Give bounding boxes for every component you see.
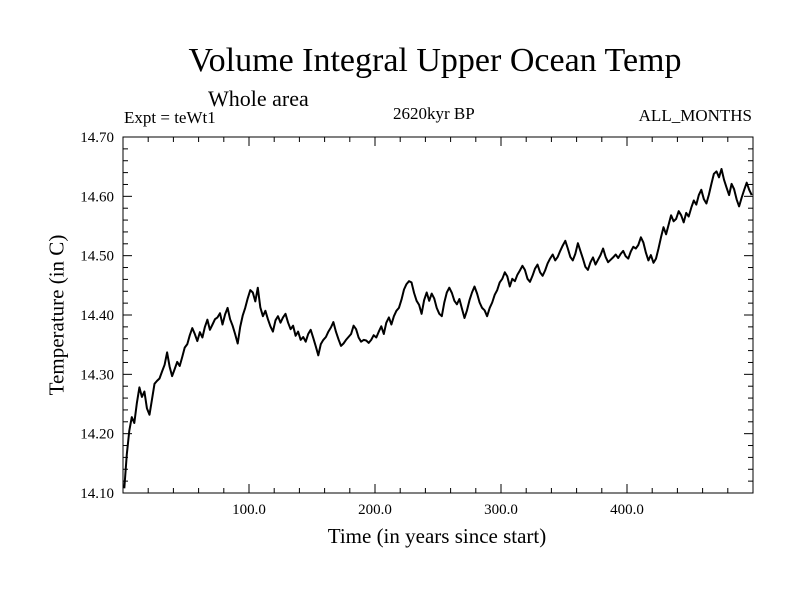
experiment-label: Expt = teWt1 bbox=[124, 108, 216, 127]
series-line bbox=[123, 168, 753, 489]
x-tick-label: 300.0 bbox=[484, 502, 518, 518]
chart-subtitle: Whole area bbox=[208, 86, 309, 111]
axis-ticks: 14.10 14.20 14.30 14.40 14.50 14.60 14.70 100.0… bbox=[80, 130, 753, 518]
y-tick-label: 14.70 bbox=[80, 130, 114, 146]
series-group bbox=[123, 168, 753, 489]
x-axis-label: Time (in years since start) bbox=[327, 524, 547, 548]
x-tick-label: 100.0 bbox=[232, 502, 266, 518]
y-tick-label: 14.20 bbox=[80, 427, 114, 443]
months-label: ALL_MONTHS bbox=[638, 106, 752, 125]
y-tick-label: 14.50 bbox=[80, 249, 114, 265]
y-tick-label: 14.60 bbox=[80, 189, 114, 205]
chart-title: Volume Integral Upper Ocean Temp bbox=[188, 42, 682, 79]
period-label: 2620kyr BP bbox=[393, 104, 475, 123]
y-tick-label: 14.40 bbox=[80, 308, 114, 324]
x-tick-label: 200.0 bbox=[358, 502, 392, 518]
plot-frame bbox=[122, 136, 754, 494]
x-tick-label: 400.0 bbox=[610, 502, 644, 518]
y-tick-label: 14.10 bbox=[80, 486, 114, 502]
y-tick-label: 14.30 bbox=[80, 367, 114, 383]
